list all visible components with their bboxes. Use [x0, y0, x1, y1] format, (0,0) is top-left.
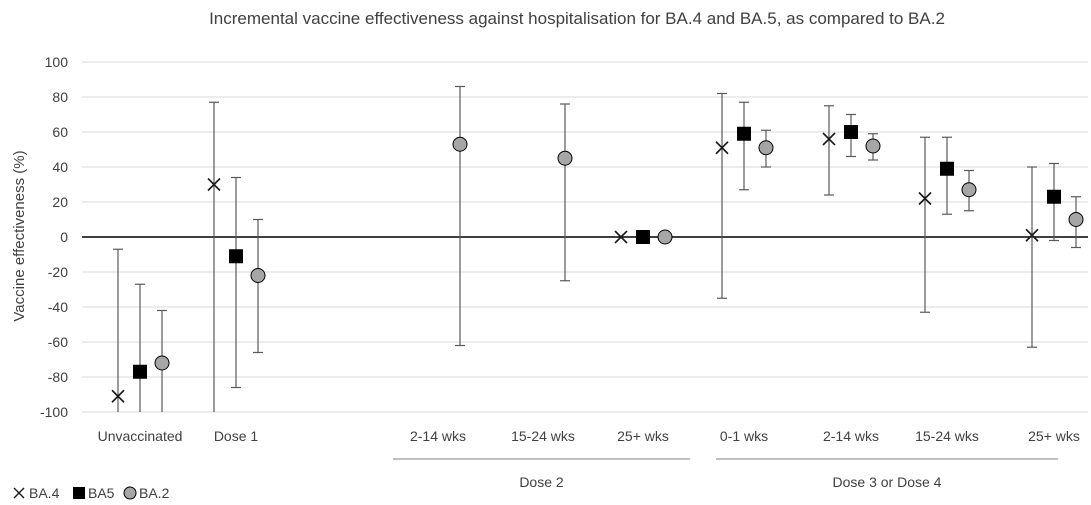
cross-mark	[715, 141, 729, 155]
cross-mark	[1025, 228, 1039, 242]
marker-ba2	[250, 268, 266, 283]
y-tick-labels: 100 80 60 40 20 0 -20 -40 -60 -80 -100	[40, 54, 68, 420]
error-bars	[113, 85, 1081, 412]
y-tick-label: -20	[48, 264, 68, 280]
x-category-label: 2-14 wks	[823, 428, 879, 444]
cross-mark	[111, 389, 125, 403]
x-category-label: 25+ wks	[617, 428, 669, 444]
x-category-label: 25+ wks	[1028, 428, 1080, 444]
y-tick-label: 0	[60, 229, 68, 245]
y-tick-label: 80	[52, 89, 68, 105]
legend-label: BA.4	[29, 485, 60, 501]
marker-ba4	[614, 230, 628, 244]
legend-item: BA.4	[13, 485, 60, 501]
x-category-label: Unvaccinated	[98, 428, 183, 444]
marker-ba5	[636, 230, 650, 244]
marker-ba2	[154, 355, 170, 371]
legend-circle-icon	[123, 486, 137, 500]
y-tick-label: 40	[52, 159, 68, 175]
data-markers	[111, 125, 1084, 403]
x-group-label: Dose 2	[519, 474, 564, 490]
legend-item: BA5	[73, 485, 115, 501]
legend: BA.4 BA5 BA.2	[13, 485, 170, 501]
marker-ba5	[133, 364, 147, 379]
marker-ba5	[1047, 189, 1061, 204]
marker-ba5	[940, 161, 954, 176]
marker-ba2	[758, 140, 774, 156]
marker-ba4	[715, 141, 729, 155]
grid-lines	[82, 61, 1088, 413]
y-tick-label: 100	[45, 54, 69, 70]
x-category-labels: Unvaccinated Dose 1 2-14 wks 15-24 wks 25+ w…	[98, 428, 1080, 444]
marker-ba4	[822, 132, 836, 146]
y-tick-label: -80	[48, 369, 68, 385]
marker-ba2	[1068, 212, 1084, 227]
x-category-label: 0-1 wks	[720, 428, 768, 444]
x-category-label: Dose 1	[214, 428, 259, 444]
marker-ba5	[844, 125, 858, 139]
cross-mark	[614, 230, 628, 244]
x-group-labels: Dose 2 Dose 3 or Dose 4	[393, 458, 1058, 490]
legend-item: BA.2	[123, 485, 170, 501]
y-tick-label: 20	[52, 194, 68, 210]
y-tick-label: -100	[40, 404, 68, 420]
cross-mark	[822, 132, 836, 146]
marker-ba2	[557, 150, 573, 166]
marker-ba2	[865, 138, 881, 154]
marker-ba2	[452, 136, 468, 152]
legend-square-icon	[73, 487, 85, 499]
chart-title: Incremental vaccine effectiveness agains…	[209, 9, 945, 28]
legend-label: BA5	[88, 485, 115, 501]
y-tick-label: 60	[52, 124, 68, 140]
marker-ba4	[918, 191, 932, 206]
x-group-label: Dose 3 or Dose 4	[833, 474, 942, 490]
cross-mark	[207, 177, 221, 192]
marker-ba4	[207, 177, 221, 192]
x-category-label: 2-14 wks	[410, 428, 466, 444]
legend-cross-icon	[13, 487, 25, 499]
marker-ba2	[961, 182, 977, 198]
x-category-label: 15-24 wks	[915, 428, 979, 444]
y-tick-label: -40	[48, 299, 68, 315]
marker-ba4	[111, 389, 125, 403]
marker-ba4	[1025, 228, 1039, 242]
cross-mark	[918, 191, 932, 206]
y-tick-label: -60	[48, 334, 68, 350]
marker-ba2	[657, 229, 673, 245]
legend-label: BA.2	[139, 485, 170, 501]
marker-ba5	[737, 126, 751, 141]
x-category-label: 15-24 wks	[511, 428, 575, 444]
y-axis-label: Vaccine effectiveness (%)	[11, 150, 28, 321]
marker-ba5	[229, 249, 243, 264]
